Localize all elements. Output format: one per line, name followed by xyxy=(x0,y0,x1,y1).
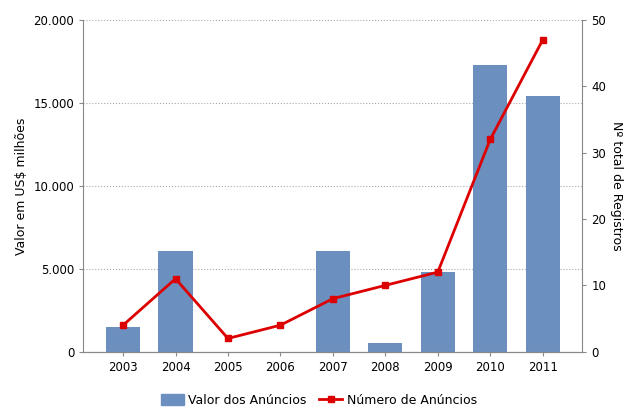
Número de Anúncios xyxy=(172,276,179,281)
Y-axis label: Valor em US$ milhões: Valor em US$ milhões xyxy=(15,117,28,255)
Número de Anúncios xyxy=(486,137,494,142)
Y-axis label: Nº total de Registros: Nº total de Registros xyxy=(610,121,623,251)
Bar xyxy=(158,250,193,352)
Número de Anúncios xyxy=(277,323,285,328)
Line: Número de Anúncios: Número de Anúncios xyxy=(119,36,546,342)
Número de Anúncios xyxy=(539,37,547,42)
Número de Anúncios xyxy=(382,283,389,288)
Bar xyxy=(106,327,140,352)
Número de Anúncios xyxy=(224,336,232,341)
Número de Anúncios xyxy=(434,270,441,275)
Bar xyxy=(473,65,507,352)
Bar xyxy=(420,272,455,352)
Bar xyxy=(316,251,350,352)
Bar xyxy=(368,344,403,352)
Número de Anúncios xyxy=(329,296,337,301)
Número de Anúncios xyxy=(119,323,127,328)
Legend: Valor dos Anúncios, Número de Anúncios: Valor dos Anúncios, Número de Anúncios xyxy=(156,389,482,412)
Bar xyxy=(526,96,560,352)
